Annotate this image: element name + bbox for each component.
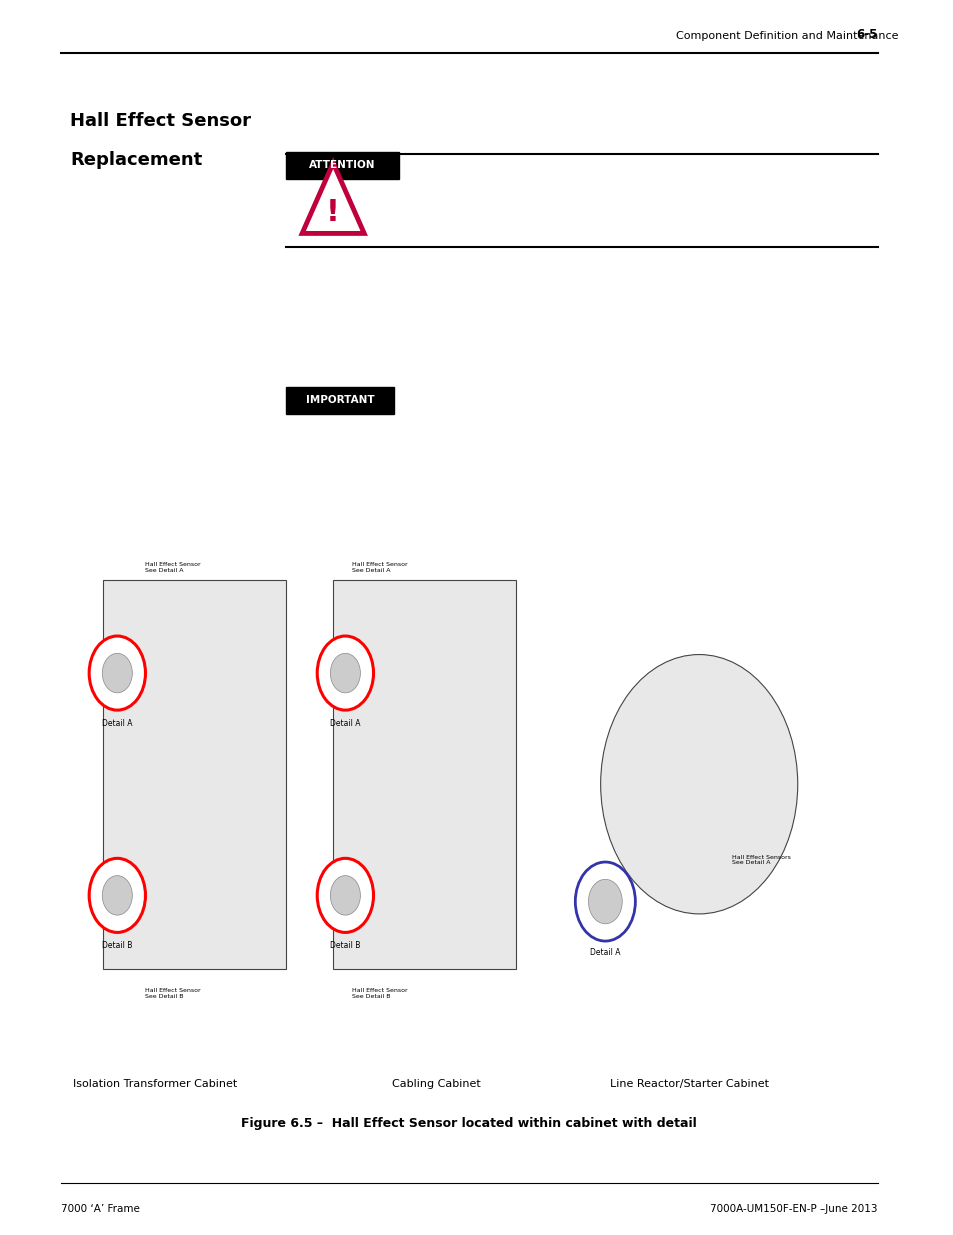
Circle shape [330,653,360,693]
Text: !: ! [326,198,340,227]
Text: Detail A: Detail A [330,719,360,727]
Text: Replacement: Replacement [71,151,202,169]
Text: Line Reactor/Starter Cabinet: Line Reactor/Starter Cabinet [610,1079,768,1089]
Circle shape [89,636,145,710]
Text: Hall Effect Sensor
See Detail A: Hall Effect Sensor See Detail A [352,562,407,573]
Text: Hall Effect Sensor
See Detail B: Hall Effect Sensor See Detail B [352,988,407,999]
Circle shape [102,653,132,693]
Circle shape [600,655,797,914]
FancyBboxPatch shape [286,152,398,179]
Text: IMPORTANT: IMPORTANT [306,395,375,405]
FancyBboxPatch shape [103,580,286,969]
Text: 7000A-UM150F-EN-P –June 2013: 7000A-UM150F-EN-P –June 2013 [709,1204,877,1214]
Circle shape [330,876,360,915]
Text: Detail B: Detail B [102,941,132,950]
Circle shape [317,636,374,710]
Text: Cabling Cabinet: Cabling Cabinet [392,1079,480,1089]
Text: Detail B: Detail B [330,941,360,950]
Text: Component Definition and Maintenance: Component Definition and Maintenance [675,31,898,41]
Text: Hall Effect Sensor
See Detail B: Hall Effect Sensor See Detail B [145,988,201,999]
Circle shape [575,862,635,941]
Circle shape [317,858,374,932]
Text: Hall Effect Sensor: Hall Effect Sensor [71,111,252,130]
Polygon shape [302,163,364,233]
Circle shape [102,876,132,915]
Text: Hall Effect Sensor
See Detail A: Hall Effect Sensor See Detail A [145,562,201,573]
Text: Hall Effect Sensors
See Detail A: Hall Effect Sensors See Detail A [731,855,790,866]
Text: ATTENTION: ATTENTION [309,161,375,170]
Text: 7000 ‘A’ Frame: 7000 ‘A’ Frame [61,1204,140,1214]
Text: Isolation Transformer Cabinet: Isolation Transformer Cabinet [72,1079,236,1089]
Text: Figure 6.5 –  Hall Effect Sensor located within cabinet with detail: Figure 6.5 – Hall Effect Sensor located … [241,1116,697,1130]
FancyBboxPatch shape [286,387,394,414]
Text: 6-5: 6-5 [855,27,877,41]
Text: Detail A: Detail A [590,948,620,957]
Circle shape [89,858,145,932]
Text: Detail A: Detail A [102,719,132,727]
Circle shape [588,879,621,924]
FancyBboxPatch shape [333,580,516,969]
